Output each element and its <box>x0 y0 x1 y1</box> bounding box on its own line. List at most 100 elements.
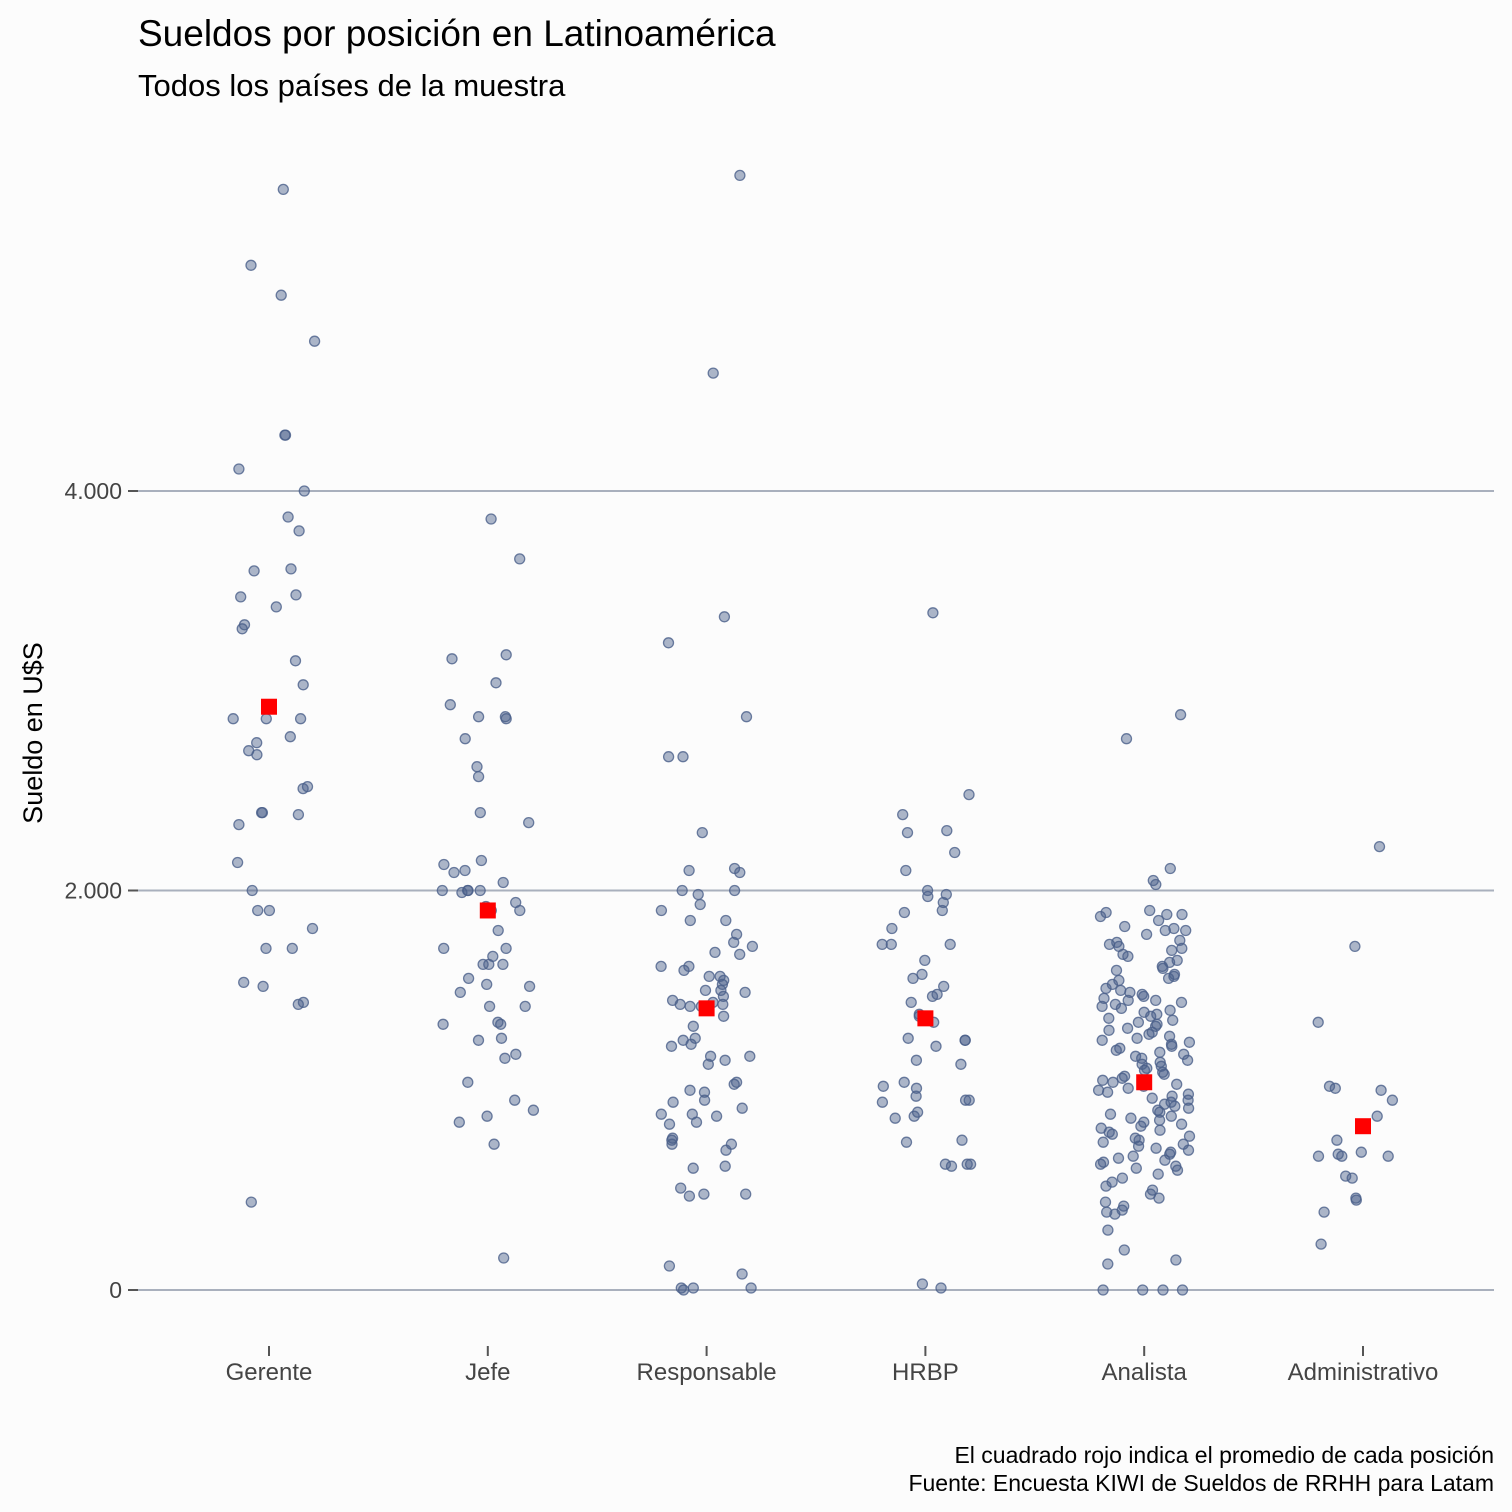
data-point <box>1110 964 1123 977</box>
data-point <box>900 864 912 877</box>
data-point <box>666 1138 678 1150</box>
data-point <box>257 980 269 993</box>
data-point <box>1100 1180 1112 1192</box>
data-point <box>286 942 298 955</box>
data-point <box>1165 1110 1177 1122</box>
data-point <box>936 904 948 917</box>
data-point <box>1355 1146 1367 1158</box>
data-point <box>720 1144 732 1156</box>
data-point <box>885 938 897 951</box>
data-point <box>1176 942 1188 955</box>
data-point <box>495 1018 507 1030</box>
data-point <box>935 1282 947 1294</box>
data-point <box>246 884 258 897</box>
data-point <box>1183 1130 1196 1142</box>
data-point <box>1180 924 1192 937</box>
data-point <box>1116 1172 1129 1184</box>
data-point <box>1159 924 1171 937</box>
data-point <box>523 816 535 829</box>
data-point <box>687 1162 699 1174</box>
chart-title: Sueldos por posición en Latinoamérica <box>138 13 776 54</box>
data-point <box>1150 994 1162 1007</box>
data-point <box>454 986 466 999</box>
data-point <box>500 649 512 661</box>
data-point <box>908 1110 920 1122</box>
data-point <box>1373 840 1386 853</box>
mean-marker <box>1136 1074 1153 1091</box>
data-point <box>1112 1152 1125 1164</box>
data-point <box>1150 1142 1162 1154</box>
data-point <box>945 1160 958 1172</box>
data-point <box>1109 998 1122 1011</box>
data-point <box>666 1134 678 1146</box>
data-point <box>916 968 928 981</box>
data-point <box>294 713 307 725</box>
data-point <box>720 914 732 927</box>
data-point <box>499 1052 511 1064</box>
data-point <box>263 904 276 917</box>
data-point <box>1100 906 1112 919</box>
data-point <box>446 653 458 665</box>
data-point <box>1382 1150 1394 1162</box>
data-point <box>662 751 675 763</box>
y-axis-label: Sueldo en U$S <box>18 642 48 824</box>
data-point <box>290 589 302 601</box>
data-point <box>527 1104 540 1116</box>
data-point <box>500 942 512 955</box>
data-point <box>901 826 914 839</box>
data-point <box>1350 1194 1362 1206</box>
data-point <box>436 884 448 897</box>
data-point <box>907 972 919 985</box>
data-point <box>1340 1170 1352 1182</box>
data-point <box>497 876 509 889</box>
data-point <box>248 565 260 577</box>
gridlines <box>138 490 1494 1291</box>
data-point <box>459 864 471 877</box>
mean-marker <box>1355 1118 1371 1135</box>
data-point <box>699 984 712 997</box>
caption-line-1: El cuadrado rojo indica el promedio de c… <box>954 1442 1494 1468</box>
data-point <box>959 1034 971 1046</box>
y-tick-label: 4.000 <box>64 478 122 504</box>
data-point <box>1171 1078 1183 1090</box>
data-point <box>662 637 675 649</box>
data-point <box>1157 1284 1169 1296</box>
data-point <box>1103 938 1116 951</box>
data-point <box>655 1108 667 1120</box>
data-point <box>910 1054 923 1066</box>
data-point <box>1110 1044 1122 1056</box>
data-point <box>1178 1048 1190 1060</box>
data-point <box>916 1278 929 1290</box>
data-point <box>1169 1100 1181 1112</box>
data-point <box>308 335 321 347</box>
data-point <box>692 888 704 901</box>
data-point <box>956 1134 968 1146</box>
data-point <box>1153 1192 1165 1204</box>
data-point <box>1092 1084 1105 1096</box>
mean-marker <box>698 1000 715 1017</box>
data-point <box>703 970 715 983</box>
data-point <box>1100 982 1112 995</box>
data-point <box>252 904 264 917</box>
data-point <box>289 655 302 667</box>
data-point <box>667 1096 679 1108</box>
data-point <box>1167 1014 1179 1026</box>
data-point <box>1182 1094 1194 1106</box>
data-point <box>1166 944 1178 957</box>
data-point <box>745 1282 757 1294</box>
data-point <box>523 980 536 993</box>
data-point <box>497 958 509 971</box>
data-point <box>709 946 721 959</box>
data-point <box>955 1058 967 1070</box>
data-point <box>1096 1000 1108 1013</box>
data-point <box>1137 1284 1149 1296</box>
data-point <box>922 890 934 903</box>
data-point <box>459 733 471 745</box>
data-point <box>1140 928 1153 941</box>
data-point <box>437 1018 449 1030</box>
data-point <box>684 1000 696 1013</box>
data-point <box>235 591 247 603</box>
data-point <box>490 677 502 689</box>
data-point <box>481 978 493 991</box>
